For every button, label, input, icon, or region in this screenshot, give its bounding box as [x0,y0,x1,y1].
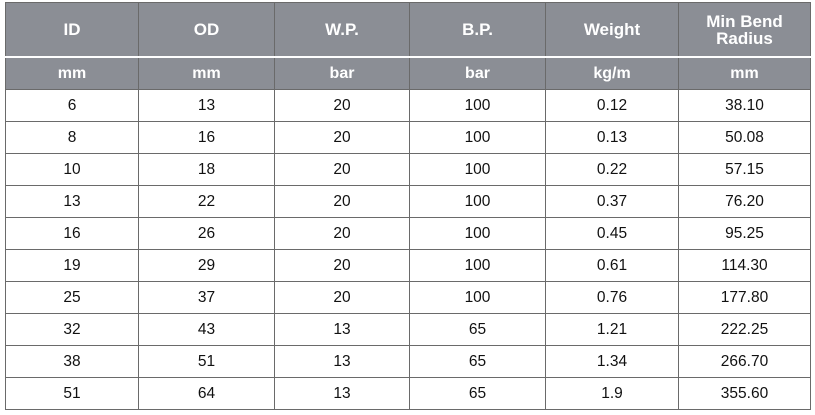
cell-min-bend-radius: 95.25 [678,217,811,250]
table-header: ID OD W.P. B.P. Weight Min Bend Radius m… [5,2,811,90]
cell-bp: 100 [409,217,546,250]
cell-wp: 20 [274,89,410,122]
cell-weight: 0.61 [545,249,679,282]
header-row: ID OD W.P. B.P. Weight Min Bend Radius [5,2,811,58]
cell-wp: 20 [274,217,410,250]
hose-spec-table: ID OD W.P. B.P. Weight Min Bend Radius m… [5,2,811,410]
table-body: 6 13 20 100 0.12 38.10 8 16 20 100 0.13 50.08 10 18 20… [5,89,811,410]
cell-wp: 20 [274,153,410,186]
units-row: mm mm bar bar kg/m mm [5,56,811,90]
table-row: 6 13 20 100 0.12 38.10 [5,89,811,122]
table-row: 13 22 20 100 0.37 76.20 [5,185,811,218]
header-min-bend-line1: Min Bend [706,11,783,31]
table-row: 16 26 20 100 0.45 95.25 [5,217,811,250]
header-od-label: OD [193,20,220,39]
cell-wp: 20 [274,121,410,154]
cell-id: 32 [5,313,139,346]
cell-bp: 100 [409,281,546,314]
unit-min-bend-radius: mm [678,56,811,90]
unit-id: mm [5,56,139,90]
cell-od: 29 [138,249,275,282]
cell-bp: 65 [409,313,546,346]
header-bp: B.P. [409,2,546,58]
cell-od: 37 [138,281,275,314]
cell-min-bend-radius: 57.15 [678,153,811,186]
cell-od: 22 [138,185,275,218]
header-min-bend-line2: Radius [716,28,773,48]
cell-wp: 13 [274,345,410,378]
cell-min-bend-radius: 266.70 [678,345,811,378]
cell-min-bend-radius: 38.10 [678,89,811,122]
table-row: 8 16 20 100 0.13 50.08 [5,121,811,154]
cell-id: 25 [5,281,139,314]
cell-id: 8 [5,121,139,154]
cell-id: 51 [5,377,139,410]
cell-weight: 0.22 [545,153,679,186]
header-wp: W.P. [274,2,410,58]
cell-weight: 0.12 [545,89,679,122]
table-row: 38 51 13 65 1.34 266.70 [5,345,811,378]
cell-bp: 100 [409,153,546,186]
header-bp-label: B.P. [462,20,493,39]
header-wp-label: W.P. [325,20,359,39]
cell-wp: 20 [274,185,410,218]
cell-od: 26 [138,217,275,250]
header-weight: Weight [545,2,679,58]
table-row: 25 37 20 100 0.76 177.80 [5,281,811,314]
cell-weight: 0.76 [545,281,679,314]
cell-od: 43 [138,313,275,346]
cell-bp: 100 [409,121,546,154]
header-od: OD [138,2,275,58]
unit-weight: kg/m [545,56,679,90]
header-min-bend-radius: Min Bend Radius [678,2,811,58]
unit-od: mm [138,56,275,90]
table-row: 51 64 13 65 1.9 355.60 [5,377,811,410]
cell-weight: 0.45 [545,217,679,250]
cell-wp: 20 [274,249,410,282]
cell-id: 13 [5,185,139,218]
cell-min-bend-radius: 114.30 [678,249,811,282]
cell-id: 19 [5,249,139,282]
spec-table-container: ID OD W.P. B.P. Weight Min Bend Radius m… [5,2,811,410]
cell-od: 16 [138,121,275,154]
cell-bp: 65 [409,345,546,378]
header-id-label: ID [63,20,81,39]
cell-bp: 100 [409,89,546,122]
cell-od: 51 [138,345,275,378]
cell-min-bend-radius: 50.08 [678,121,811,154]
cell-id: 10 [5,153,139,186]
cell-min-bend-radius: 355.60 [678,377,811,410]
cell-od: 18 [138,153,275,186]
cell-weight: 1.9 [545,377,679,410]
cell-id: 38 [5,345,139,378]
cell-wp: 13 [274,377,410,410]
cell-bp: 65 [409,377,546,410]
header-weight-label: Weight [583,20,641,39]
cell-weight: 1.34 [545,345,679,378]
cell-weight: 0.37 [545,185,679,218]
cell-wp: 20 [274,281,410,314]
cell-weight: 0.13 [545,121,679,154]
header-id: ID [5,2,139,58]
cell-min-bend-radius: 222.25 [678,313,811,346]
unit-bp: bar [409,56,546,90]
cell-od: 13 [138,89,275,122]
cell-od: 64 [138,377,275,410]
cell-min-bend-radius: 177.80 [678,281,811,314]
table-row: 10 18 20 100 0.22 57.15 [5,153,811,186]
cell-wp: 13 [274,313,410,346]
table-row: 32 43 13 65 1.21 222.25 [5,313,811,346]
cell-weight: 1.21 [545,313,679,346]
cell-id: 6 [5,89,139,122]
cell-id: 16 [5,217,139,250]
cell-bp: 100 [409,185,546,218]
cell-bp: 100 [409,249,546,282]
unit-wp: bar [274,56,410,90]
cell-min-bend-radius: 76.20 [678,185,811,218]
table-row: 19 29 20 100 0.61 114.30 [5,249,811,282]
